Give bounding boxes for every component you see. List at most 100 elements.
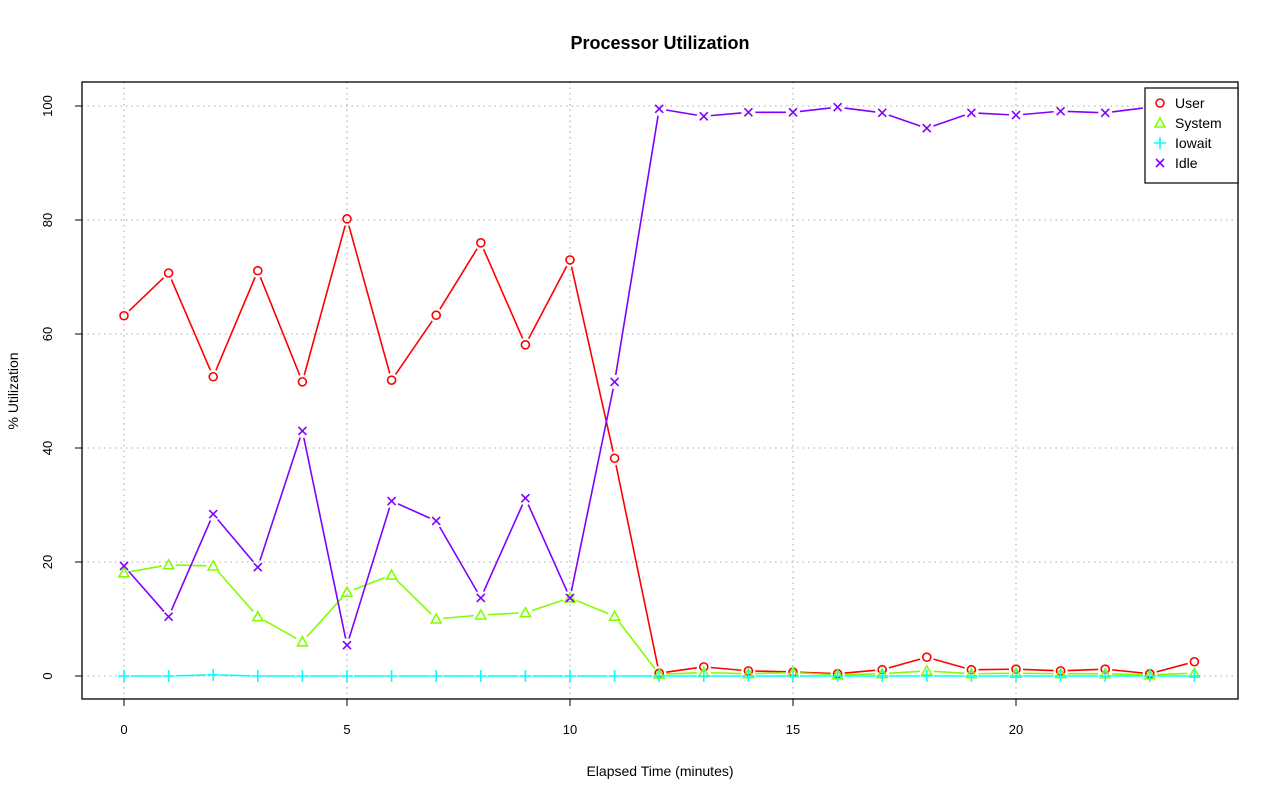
data-point — [563, 591, 577, 603]
line-segment — [130, 565, 162, 573]
legend-label: Idle — [1175, 155, 1198, 171]
line-segment — [487, 612, 519, 616]
data-point — [1099, 670, 1112, 682]
data-point — [833, 102, 843, 112]
line-segment — [755, 671, 787, 675]
legend-label: System — [1175, 115, 1222, 131]
line-segment — [439, 248, 478, 310]
data-point — [475, 238, 486, 248]
line-segment — [799, 672, 831, 676]
legend-label: User — [1175, 95, 1205, 111]
data-point — [1143, 670, 1156, 682]
line-segment — [397, 503, 431, 519]
line-segment — [888, 114, 921, 127]
line-segment — [128, 277, 165, 312]
x-tick-label: 5 — [343, 722, 350, 737]
data-point — [1056, 106, 1066, 116]
line-segment — [527, 504, 568, 592]
line-segment — [933, 670, 965, 675]
line-segment — [217, 570, 254, 612]
data-point — [164, 612, 174, 622]
line-segment — [1067, 668, 1099, 672]
line-segment — [755, 670, 787, 673]
line-segment — [170, 520, 212, 611]
line-segment — [303, 225, 346, 376]
data-point — [831, 670, 844, 682]
data-point — [743, 107, 753, 117]
data-point — [387, 496, 397, 506]
data-point — [297, 377, 308, 387]
line-segment — [844, 107, 876, 113]
line-segment — [615, 464, 659, 667]
data-point — [877, 108, 887, 118]
line-segment — [799, 107, 831, 113]
data-point — [1188, 670, 1201, 682]
line-segment — [396, 579, 432, 615]
line-segment — [394, 320, 433, 375]
data-point — [117, 566, 131, 578]
data-point — [654, 104, 664, 114]
x-tick-label: 10 — [563, 722, 577, 737]
data-point — [1054, 670, 1067, 682]
line-segment — [439, 526, 478, 593]
data-point — [564, 670, 576, 682]
line-segment — [170, 279, 212, 371]
line-segment — [666, 672, 697, 675]
line-segment — [263, 619, 297, 640]
axes: 0 5 10 15 20 0 20 40 60 80 100 — [40, 95, 1023, 737]
legend-marker-system — [1153, 116, 1167, 128]
data-point — [296, 635, 309, 647]
x-tick-label: 0 — [120, 722, 127, 737]
series-user — [119, 214, 1200, 679]
data-point — [163, 268, 174, 278]
legend-marker-idle — [1155, 158, 1165, 168]
line-segment — [482, 248, 524, 339]
data-point — [296, 670, 309, 682]
line-segment — [1022, 110, 1054, 116]
data-point — [208, 371, 218, 382]
line-segment — [570, 388, 614, 592]
data-point — [653, 670, 666, 682]
legend: User System Iowait Idle — [1144, 87, 1239, 184]
line-segment — [1156, 662, 1188, 673]
line-segment — [844, 669, 876, 674]
data-point — [430, 670, 443, 682]
y-tick-label: 60 — [40, 327, 55, 341]
line-segment — [220, 674, 251, 677]
data-point — [787, 670, 799, 682]
line-segment — [618, 621, 656, 670]
data-point — [565, 255, 575, 265]
x-axis-label: Elapsed Time (minutes) — [586, 763, 733, 779]
data-point — [342, 214, 352, 224]
y-tick-label: 0 — [40, 672, 55, 679]
data-point — [208, 509, 218, 519]
line-segment — [978, 112, 1010, 116]
line-segment — [306, 596, 343, 638]
line-segment — [259, 276, 301, 376]
data-point — [920, 670, 933, 682]
line-segment — [889, 670, 920, 675]
legend-label: Iowait — [1175, 135, 1212, 151]
data-point — [742, 670, 755, 682]
line-segment — [933, 658, 965, 669]
x-tick-label: 15 — [786, 722, 800, 737]
line-segment — [482, 504, 524, 592]
grid — [82, 82, 1238, 699]
data-point — [520, 493, 530, 503]
data-point — [206, 559, 220, 571]
line-segment — [933, 114, 966, 127]
y-tick-label: 40 — [40, 441, 55, 455]
line-segment — [710, 112, 742, 117]
data-point — [519, 670, 532, 682]
data-point — [252, 265, 263, 276]
line-segment — [217, 518, 254, 563]
line-segment — [666, 667, 697, 673]
line-segment — [1112, 107, 1143, 113]
data-point — [251, 670, 264, 682]
series-group — [117, 102, 1201, 682]
legend-box — [1144, 87, 1239, 184]
line-segment — [353, 576, 386, 591]
series-iowait — [118, 668, 1201, 682]
line-segment — [215, 276, 256, 371]
plot-frame — [81, 81, 1239, 700]
